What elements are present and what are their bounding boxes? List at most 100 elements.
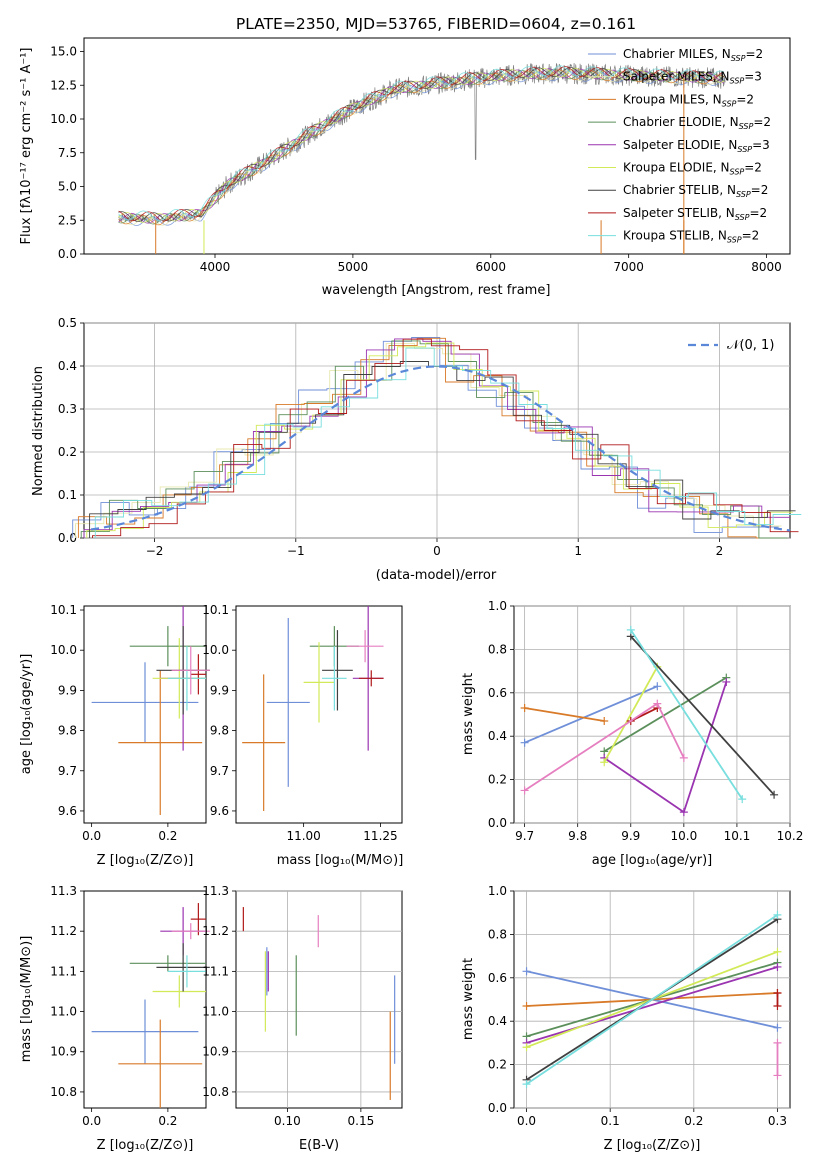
age-vs-mass-panel: mass [log₁₀(M/M⊙)] 11.00 11.25 9.6 9.7 9.8 9.… [202, 603, 403, 868]
weight-z-ylabel: mass weight [461, 958, 476, 1040]
legend-label: Chabrier STELIB, NSSP=2 [623, 183, 768, 199]
x-tick-label: 5000 [338, 260, 369, 274]
y-tick-label: 9.8 [210, 724, 229, 738]
age-z-xlabel: Z [log₁₀(Z/Z⊙)] [97, 853, 194, 868]
model-spectrum-line [118, 65, 725, 222]
y-tick-label: 0.0 [488, 1101, 507, 1115]
y-tick-label: 9.6 [210, 804, 229, 818]
weight-marker [520, 786, 529, 795]
y-tick-label: 11.1 [50, 964, 77, 978]
y-tick-label: 0.1 [58, 488, 77, 502]
model-spectrum-line [118, 66, 725, 222]
y-tick-label: 0.5 [58, 316, 77, 330]
y-tick-label: 11.0 [50, 1005, 77, 1019]
y-tick-label: 0.4 [58, 359, 77, 373]
y-tick-label: 0.6 [488, 971, 507, 985]
weight-marker [679, 808, 688, 817]
legend-label: Chabrier MILES, NSSP=2 [623, 47, 763, 63]
legend-label: Kroupa ELODIE, NSSP=2 [623, 161, 762, 177]
weight-line [524, 707, 605, 722]
y-tick-label: 0.2 [488, 1058, 507, 1072]
x-tick-label: 0.2 [158, 829, 177, 843]
spectrum-ylabel: Flux [fλ10⁻¹⁷ erg cm⁻² s⁻¹ A⁻¹] [19, 48, 34, 245]
spectrum-title: PLATE=2350, MJD=53765, FIBERID=0604, z=0… [236, 15, 636, 33]
x-tick-label: 11.00 [286, 829, 320, 843]
y-tick-label: 11.2 [202, 924, 229, 938]
residual-histogram [80, 340, 788, 539]
y-tick-label: 10.0 [50, 643, 77, 657]
weight-marker [773, 947, 782, 956]
age-z-ylabel: age [log₁₀(age/yr)] [19, 654, 34, 775]
y-tick-label: 11.1 [202, 964, 229, 978]
y-tick-label: 10.0 [50, 112, 77, 126]
age-mass-xlabel: mass [log₁₀(M/M⊙)] [277, 853, 404, 868]
x-tick-label: 8000 [751, 260, 782, 274]
y-tick-label: 9.8 [58, 724, 77, 738]
weight-marker [773, 1038, 782, 1047]
age-mass-frame [235, 605, 403, 824]
x-tick-label: 0 [433, 544, 441, 558]
x-tick-label: 10.1 [724, 829, 751, 843]
weight-z-xlabel: Z [log₁₀(Z/Z⊙)] [604, 1138, 701, 1153]
x-tick-label: 0.2 [158, 1114, 177, 1128]
y-tick-label: 11.0 [202, 1005, 229, 1019]
y-tick-label: 0.0 [58, 531, 77, 545]
model-spectrum-line [118, 70, 725, 226]
y-tick-label: 0.8 [488, 927, 507, 941]
weight-vs-metallicity-panel: Z [log₁₀(Z/Z⊙)] mass weight 0.0 0.1 0.2 0.3… [461, 884, 791, 1153]
y-tick-label: 2.5 [58, 213, 77, 227]
weight-marker [522, 967, 531, 976]
y-tick-label: 10.9 [202, 1045, 229, 1059]
weight-line [603, 676, 727, 753]
y-tick-label: 11.3 [50, 884, 77, 898]
spectrum-xlabel: wavelength [Angstrom, rest frame] [322, 283, 551, 298]
x-tick-label: −2 [146, 544, 164, 558]
x-tick-label: 1 [574, 544, 582, 558]
weight-line [630, 629, 743, 800]
x-tick-label: 7000 [613, 260, 644, 274]
x-tick-label: 0.3 [768, 1114, 787, 1128]
histogram-ylabel: Normed distribution [31, 366, 46, 496]
x-tick-label: 0.0 [82, 829, 101, 843]
age-z-frame [83, 605, 207, 824]
legend-label: Salpeter ELODIE, NSSP=3 [623, 138, 770, 154]
histogram-xlabel: (data-model)/error [376, 568, 497, 583]
x-tick-label: 10.0 [670, 829, 697, 843]
legend-label: Salpeter STELIB, NSSP=2 [623, 206, 767, 222]
y-tick-label: 10.8 [202, 1085, 229, 1099]
weight-marker [738, 795, 747, 804]
x-tick-label: 9.8 [568, 829, 587, 843]
y-tick-label: 9.9 [210, 683, 229, 697]
y-tick-label: 0.2 [58, 445, 77, 459]
weight-line [603, 666, 659, 763]
y-tick-label: 10.9 [50, 1045, 77, 1059]
weight-line [524, 702, 685, 792]
legend-label: Kroupa MILES, NSSP=2 [623, 92, 754, 108]
legend-label: 𝒩(0, 1) [727, 338, 774, 353]
residual-histogram [94, 347, 802, 538]
normal-reference-curve [90, 365, 791, 532]
weight-marker [653, 682, 662, 691]
x-tick-label: 9.9 [621, 829, 640, 843]
x-tick-label: 0.15 [348, 1114, 375, 1128]
weight-marker [626, 625, 635, 634]
weight-age-xlabel: age [log₁₀(age/yr)] [592, 853, 713, 868]
weight-line [524, 685, 658, 744]
weight-marker [600, 717, 609, 726]
y-tick-label: 9.7 [58, 764, 77, 778]
model-spectrum-line [118, 67, 725, 223]
weight-line [526, 966, 778, 1044]
y-tick-label: 7.5 [58, 146, 77, 160]
mass-vs-extinction-panel: E(B-V) 0.10 0.15 10.8 10.9 11.0 11.1 11.2 11.3 [202, 884, 403, 1153]
weight-marker [522, 1043, 531, 1052]
weight-marker [773, 910, 782, 919]
legend-label: Kroupa STELIB, NSSP=2 [623, 229, 759, 245]
y-tick-label: 9.7 [210, 764, 229, 778]
y-tick-label: 0.0 [488, 816, 507, 830]
y-tick-label: 1.0 [488, 599, 507, 613]
age-vs-metallicity-panel: Z [log₁₀(Z/Z⊙)] age [log₁₀(age/yr)] 0.0 0… [19, 603, 210, 868]
x-tick-label: 6000 [476, 260, 507, 274]
weight-marker [722, 677, 731, 686]
residual-histogram [92, 338, 799, 538]
mass-z-frame [83, 890, 207, 1109]
